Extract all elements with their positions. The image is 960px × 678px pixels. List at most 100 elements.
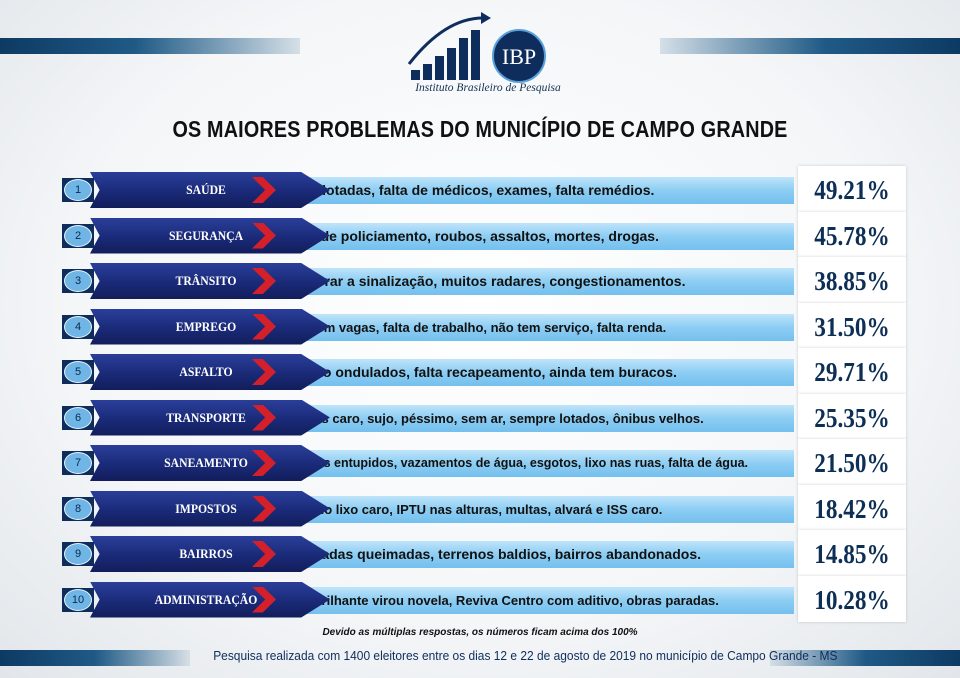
percent-value: 31.50% bbox=[814, 311, 890, 342]
category-arrow-shape bbox=[90, 536, 330, 572]
percent-box bbox=[798, 302, 906, 349]
rank-badge: 10 bbox=[62, 587, 94, 612]
description-bar bbox=[262, 177, 794, 204]
top-decor-band-right bbox=[660, 38, 960, 54]
percent-box bbox=[798, 575, 906, 622]
percent-box bbox=[798, 439, 906, 485]
logo-bars-icon bbox=[411, 30, 480, 80]
logo-abbrev: IBP bbox=[502, 44, 536, 69]
category-arrow-shape bbox=[90, 263, 330, 299]
description-text: Upas lotadas, falta de médicos, exames, … bbox=[284, 182, 655, 198]
description-bar bbox=[262, 222, 794, 250]
rank-number: 9 bbox=[64, 543, 92, 565]
rank-badge: 5 bbox=[62, 360, 94, 384]
rank-number: 3 bbox=[64, 270, 92, 292]
rank-number: 2 bbox=[64, 224, 92, 247]
category-label: EMPREGO bbox=[175, 318, 237, 334]
table-row: 9 BAIRROS Lâmpadas queimadas, terrenos bal… bbox=[62, 530, 960, 576]
description-text: Bueiros entupidos, vazamentos de água, e… bbox=[284, 456, 749, 470]
table-row: 3 TRÂNSITO Melhorar a sinalização, muitos … bbox=[62, 257, 960, 303]
category-arrow-shape bbox=[90, 399, 330, 436]
bottom-decor-band-right bbox=[770, 650, 960, 666]
description-bar bbox=[262, 359, 794, 386]
category-label: BAIRROS bbox=[179, 546, 233, 561]
rank-number: 1 bbox=[64, 179, 92, 201]
description-text: Falta de policiamento, roubos, assaltos,… bbox=[284, 227, 659, 244]
category-label: IMPOSTOS bbox=[175, 500, 237, 516]
percent-box bbox=[798, 530, 906, 576]
percent-value: 21.50% bbox=[814, 448, 890, 478]
table-row: 10 ADMINISTRAÇÃO Rua Brilhante virou novel… bbox=[62, 575, 960, 622]
percent-value: 45.78% bbox=[814, 220, 890, 251]
description-text: Rua Brilhante virou novela, Reviva Centr… bbox=[284, 592, 719, 608]
category-arrow-shape bbox=[90, 217, 330, 254]
rank-number: 7 bbox=[64, 452, 92, 474]
rank-badge: 1 bbox=[62, 178, 94, 202]
rank-number: 4 bbox=[64, 315, 92, 338]
category-label: ADMINISTRAÇÃO bbox=[154, 591, 258, 607]
table-row: 8 IMPOSTOS Taxa do lixo caro, IPTU nas alt… bbox=[62, 484, 960, 531]
table-row: 4 EMPREGO Não tem vagas, falta de trabalho… bbox=[62, 302, 960, 349]
description-bar bbox=[262, 586, 794, 614]
rank-badge: 9 bbox=[62, 542, 94, 566]
table-row: 2 SEGURANÇA Falta de policiamento, roubos,… bbox=[62, 211, 960, 258]
category-arrow-shape bbox=[90, 581, 330, 618]
percent-value: 29.71% bbox=[814, 357, 890, 387]
percent-value: 10.28% bbox=[814, 584, 890, 615]
category-label: SAÚDE bbox=[186, 182, 226, 197]
category-label: TRANSPORTE bbox=[166, 409, 246, 425]
top-decor-band-left bbox=[0, 38, 300, 54]
chart-title: OS MAIORES PROBLEMAS DO MUNICÍPIO DE CAM… bbox=[172, 116, 788, 142]
percent-box bbox=[798, 393, 906, 440]
percent-value: 18.42% bbox=[814, 493, 890, 524]
percent-value: 38.85% bbox=[814, 266, 890, 296]
percent-value: 14.85% bbox=[814, 539, 890, 569]
percent-box bbox=[798, 211, 906, 258]
rank-badge: 6 bbox=[62, 405, 94, 430]
table-row: 6 TRANSPORTE Ônibus caro, sujo, péssimo, s… bbox=[62, 393, 960, 440]
bottom-decor-band-left bbox=[0, 650, 190, 666]
category-label: ASFALTO bbox=[179, 364, 233, 379]
survey-footer: Pesquisa realizada com 1400 eleitores en… bbox=[213, 648, 838, 663]
category-arrow-shape bbox=[90, 445, 330, 481]
description-bar bbox=[262, 268, 794, 295]
description-bar bbox=[262, 313, 794, 341]
footnote: Devido as múltiplas respostas, os número… bbox=[322, 627, 638, 638]
percent-box bbox=[798, 257, 906, 303]
category-arrow-shape bbox=[90, 490, 330, 527]
percent-value: 25.35% bbox=[814, 402, 890, 433]
rank-number: 10 bbox=[64, 588, 92, 611]
table-row: 1 SAÚDE Upas lotadas, falta de médicos, ex… bbox=[62, 166, 960, 212]
rank-badge: 7 bbox=[62, 451, 94, 475]
table-row: 7 SANEAMENTO Bueiros entupidos, vazamentos… bbox=[62, 439, 960, 485]
description-bar bbox=[262, 495, 794, 523]
percent-box bbox=[798, 484, 906, 531]
category-arrow-shape bbox=[90, 354, 330, 390]
rank-badge: 3 bbox=[62, 269, 94, 293]
description-bar bbox=[262, 541, 794, 568]
logo-name: Instituto Brasileiro de Pesquisa bbox=[415, 82, 561, 94]
rank-badge: 2 bbox=[62, 223, 94, 248]
description-text: Melhorar a sinalização, muitos radares, … bbox=[284, 273, 686, 289]
rank-badge: 4 bbox=[62, 314, 94, 339]
percent-value: 49.21% bbox=[814, 175, 890, 205]
description-bar bbox=[262, 450, 794, 477]
rank-badge: 8 bbox=[62, 496, 94, 521]
description-text: Lâmpadas queimadas, terrenos baldios, ba… bbox=[284, 546, 701, 562]
description-bar bbox=[262, 404, 794, 432]
rank-number: 5 bbox=[64, 361, 92, 383]
category-label: SANEAMENTO bbox=[164, 455, 248, 470]
rank-number: 8 bbox=[64, 497, 92, 520]
description-text: Asfalto ondulados, falta recapeamento, a… bbox=[284, 364, 677, 380]
description-text: Não tem vagas, falta de trabalho, não te… bbox=[284, 319, 667, 335]
percent-box bbox=[798, 166, 906, 212]
percent-box bbox=[798, 348, 906, 394]
description-text: Taxa do lixo caro, IPTU nas alturas, mul… bbox=[284, 501, 663, 517]
description-text: Ônibus caro, sujo, péssimo, sem ar, semp… bbox=[284, 410, 704, 426]
category-arrow-shape bbox=[90, 308, 330, 345]
ibp-logo: IBP bbox=[407, 12, 546, 83]
rank-number: 6 bbox=[64, 406, 92, 429]
category-label: TRÂNSITO bbox=[175, 273, 237, 288]
category-label: SEGURANÇA bbox=[168, 227, 244, 243]
